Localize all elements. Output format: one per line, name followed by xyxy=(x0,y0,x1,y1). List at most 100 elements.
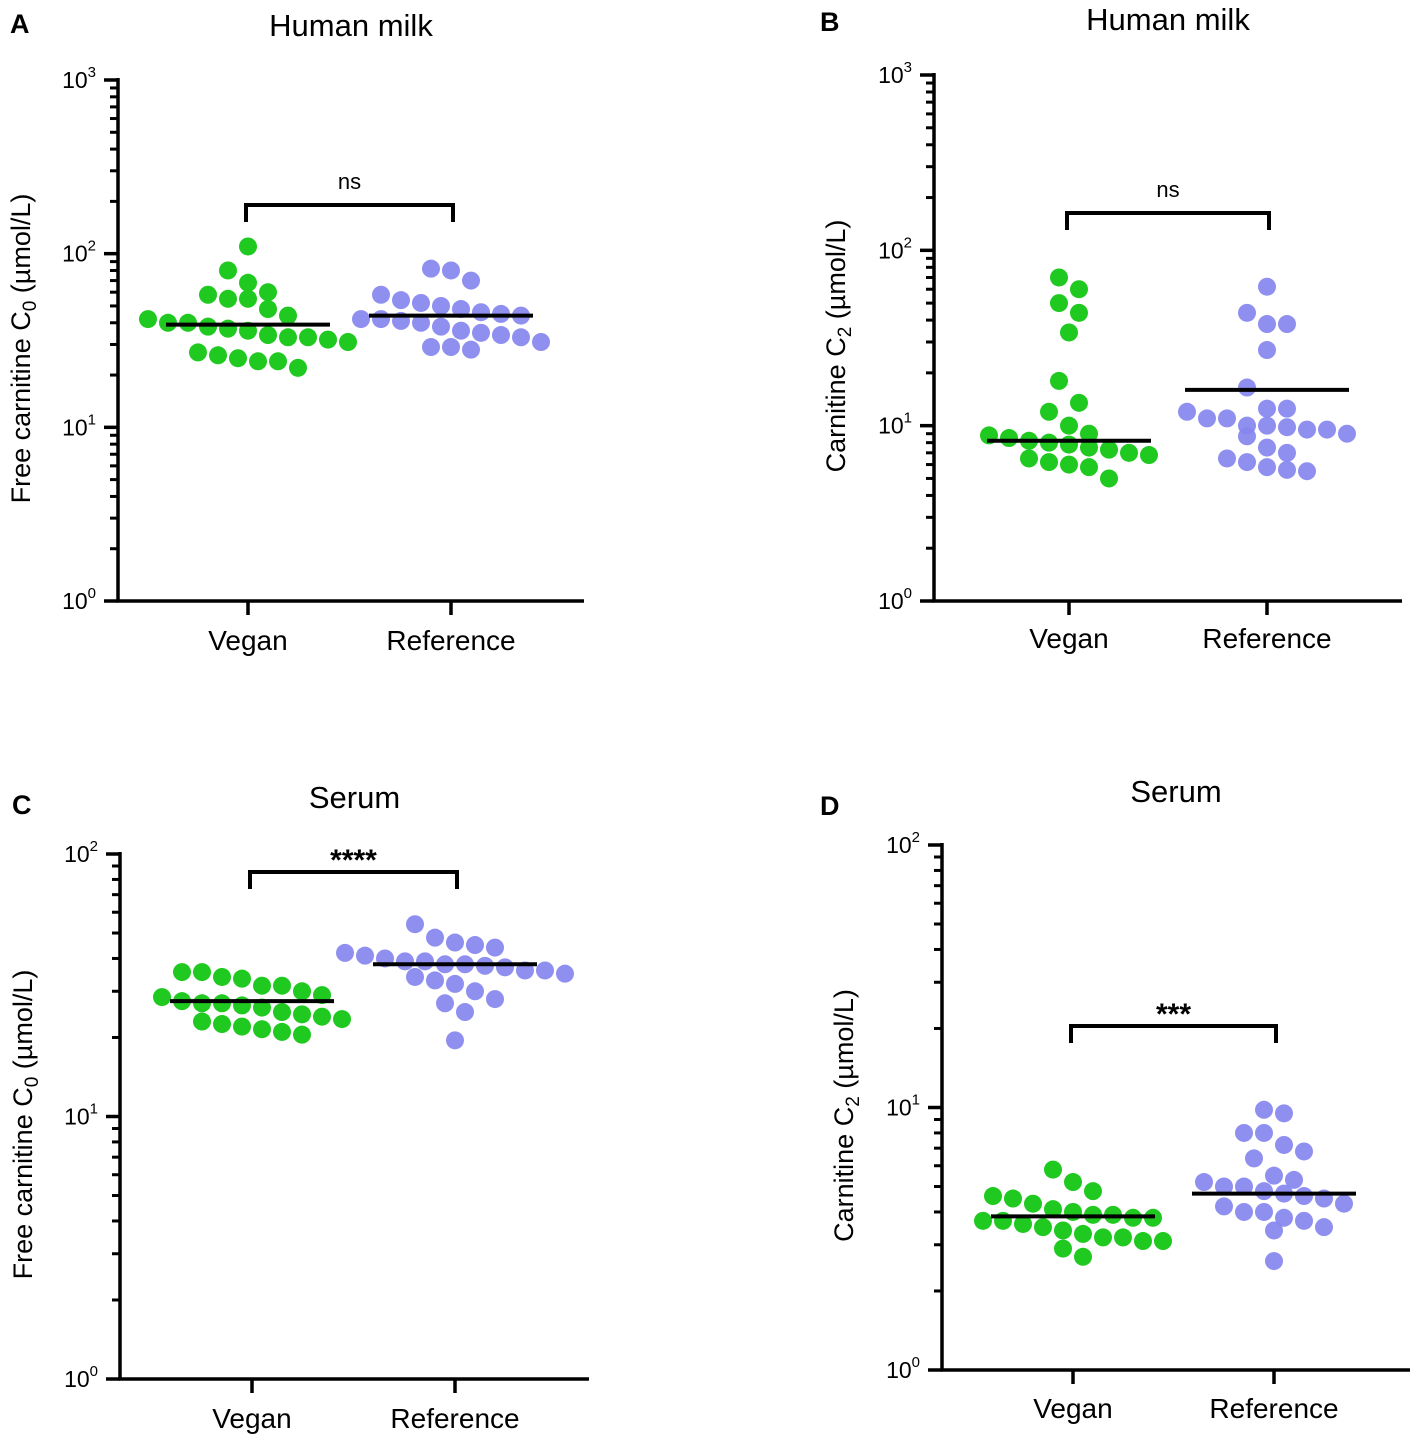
data-point-a-vegan xyxy=(239,289,257,308)
data-point-a-reference xyxy=(452,321,470,340)
data-point-b-vegan xyxy=(1080,438,1098,457)
data-point-b-vegan xyxy=(1040,453,1058,472)
data-point-c-vegan xyxy=(293,1025,311,1044)
y-tick-label-b-3: 103 xyxy=(878,59,912,88)
data-point-c-vegan xyxy=(193,994,211,1013)
data-point-d-vegan xyxy=(1044,1200,1062,1219)
data-point-c-reference xyxy=(466,936,484,955)
data-point-d-reference xyxy=(1285,1170,1303,1189)
data-point-b-vegan xyxy=(1060,323,1078,342)
significance-label-d: *** xyxy=(1156,998,1191,1031)
data-point-d-vegan xyxy=(1064,1173,1082,1192)
y-tick-label-a-2: 102 xyxy=(62,238,96,267)
data-point-c-reference xyxy=(446,1031,464,1050)
data-point-c-vegan xyxy=(293,982,311,1001)
data-point-c-vegan xyxy=(153,988,171,1007)
data-point-c-vegan xyxy=(273,1003,291,1022)
panel-c: C Serum Free carnitine C0 (µmol/L) 100 101 10… xyxy=(8,780,589,1434)
panel-label-c: C xyxy=(12,790,32,820)
data-point-a-vegan xyxy=(239,237,257,256)
data-point-b-reference xyxy=(1258,399,1276,418)
data-point-d-vegan xyxy=(1084,1182,1102,1201)
data-point-d-reference xyxy=(1235,1123,1253,1142)
data-point-b-vegan xyxy=(1000,429,1018,448)
significance-label-c: **** xyxy=(330,844,377,877)
data-point-c-reference xyxy=(486,990,504,1009)
chart-title-b: Human milk xyxy=(1086,2,1250,37)
data-point-b-vegan xyxy=(1060,455,1078,474)
significance-bracket-a xyxy=(244,203,455,222)
data-point-c-vegan xyxy=(293,1005,311,1024)
data-point-b-vegan xyxy=(1070,303,1088,322)
data-point-b-reference xyxy=(1238,378,1256,397)
significance-bracket-b xyxy=(1065,211,1271,230)
data-point-d-reference xyxy=(1255,1182,1273,1201)
data-point-d-reference xyxy=(1195,1173,1213,1192)
data-point-d-reference xyxy=(1265,1252,1283,1271)
data-point-c-reference xyxy=(436,994,454,1013)
data-point-c-reference xyxy=(406,915,424,934)
data-point-d-reference xyxy=(1275,1135,1293,1154)
data-point-b-reference xyxy=(1258,458,1276,477)
data-point-c-vegan xyxy=(213,994,231,1013)
x-tick-label-c-reference: Reference xyxy=(390,1403,519,1434)
data-point-d-reference xyxy=(1295,1211,1313,1230)
data-point-d-reference xyxy=(1315,1218,1333,1237)
data-point-c-reference xyxy=(446,974,464,993)
y-tick-label-c-1: 101 xyxy=(64,1101,98,1130)
y-tick-label-b-1: 101 xyxy=(878,410,912,439)
data-point-d-reference xyxy=(1215,1177,1233,1196)
data-point-a-reference xyxy=(432,296,450,315)
data-point-b-reference xyxy=(1238,453,1256,472)
data-point-b-vegan xyxy=(1140,446,1158,465)
data-point-c-reference xyxy=(446,933,464,952)
data-point-a-vegan xyxy=(199,285,217,304)
y-axis-label-b: Carnitine C2 (µmol/L) xyxy=(821,220,856,473)
data-point-b-reference xyxy=(1258,438,1276,457)
data-point-a-vegan xyxy=(139,310,157,329)
data-point-c-reference xyxy=(396,952,414,971)
data-point-a-vegan xyxy=(239,273,257,292)
data-point-b-reference xyxy=(1278,399,1296,418)
data-point-a-reference xyxy=(472,303,490,322)
data-point-a-vegan xyxy=(289,358,307,377)
data-point-b-vegan xyxy=(1040,402,1058,421)
significance-bracket-c xyxy=(248,870,459,889)
data-point-a-reference xyxy=(352,310,370,329)
data-point-a-vegan xyxy=(259,300,277,319)
data-point-c-reference xyxy=(406,967,424,986)
chart-title-a: Human milk xyxy=(269,8,433,43)
data-point-c-vegan xyxy=(193,963,211,982)
data-point-b-vegan xyxy=(1050,268,1068,287)
y-axis-label-c: Free carnitine C0 (µmol/L) xyxy=(8,970,43,1280)
data-point-b-reference xyxy=(1278,460,1296,479)
data-point-b-vegan xyxy=(1080,458,1098,477)
x-tick-label-d-reference: Reference xyxy=(1209,1393,1338,1424)
data-point-d-vegan xyxy=(1034,1218,1052,1237)
data-point-c-reference xyxy=(426,971,444,990)
panel-d: D Serum Carnitine C2 (µmol/L) 100 101 102 Vega… xyxy=(820,774,1410,1424)
data-point-d-vegan xyxy=(1054,1221,1072,1240)
data-point-d-reference xyxy=(1275,1104,1293,1123)
significance-bracket-d xyxy=(1069,1024,1278,1043)
data-point-b-reference xyxy=(1298,462,1316,481)
x-tick-label-a-vegan: Vegan xyxy=(208,625,287,656)
x-tick-label-d-vegan: Vegan xyxy=(1033,1393,1112,1424)
data-point-b-reference xyxy=(1238,427,1256,446)
data-point-c-vegan xyxy=(213,967,231,986)
y-tick-label-d-1: 101 xyxy=(886,1092,920,1121)
data-point-d-vegan xyxy=(1024,1194,1042,1213)
y-tick-label-c-2: 102 xyxy=(64,838,98,867)
data-point-d-vegan xyxy=(1004,1189,1022,1208)
y-tick-label-d-0: 100 xyxy=(886,1354,920,1383)
significance-label-b: ns xyxy=(1156,177,1179,202)
panel-label-d: D xyxy=(820,791,840,821)
data-point-a-reference xyxy=(372,310,390,329)
data-point-c-vegan xyxy=(273,1022,291,1041)
data-point-d-vegan xyxy=(1054,1239,1072,1258)
data-point-d-vegan xyxy=(1154,1232,1172,1251)
data-point-d-reference xyxy=(1275,1208,1293,1227)
data-point-a-reference xyxy=(412,313,430,332)
y-tick-label-a-1: 101 xyxy=(62,411,96,440)
